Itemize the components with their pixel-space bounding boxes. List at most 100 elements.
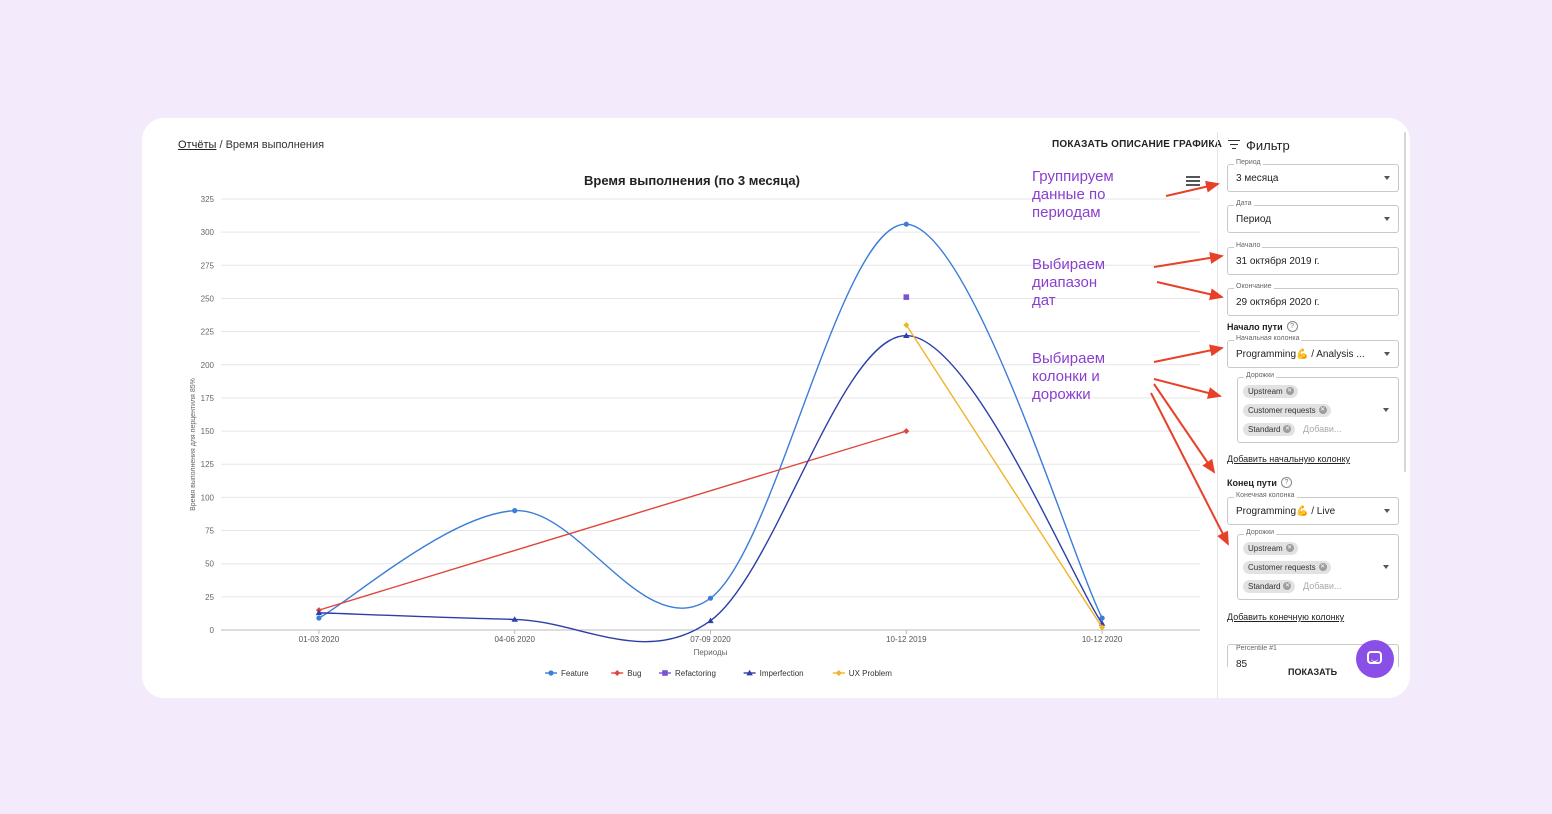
breadcrumb-current: Время выполнения [225, 139, 325, 151]
start-date-value: 31 октября 2019 г. [1236, 256, 1320, 267]
data-point-imperfection [511, 616, 518, 622]
x-axis-label: Периоды [694, 648, 728, 657]
end-date-label: Окончание [1234, 283, 1274, 290]
breadcrumb: Отчёты / Время выполнения [178, 139, 324, 151]
annotation-columns-lanes: Выбираем колонки и дорожки [1032, 350, 1105, 404]
path-end-title: Конец пути [1227, 477, 1277, 488]
add-start-column-link[interactable]: Добавить начальную колонку [1227, 454, 1351, 464]
data-point-imperfection [707, 617, 714, 624]
series-line-bug [318, 430, 907, 611]
chip-remove-icon[interactable]: ✕ [1318, 562, 1327, 571]
add-end-column-link[interactable]: Добавить конечную колонку [1227, 612, 1345, 622]
series-line-imperfection [318, 334, 1103, 643]
breadcrumb-separator: / [219, 139, 223, 151]
panel-divider [1217, 132, 1218, 698]
legend-label: UX Problem [849, 669, 892, 678]
show-description-button[interactable]: ПОКАЗАТЬ ОПИСАНИЕ ГРАФИКА [1052, 139, 1223, 150]
chat-button[interactable] [1356, 640, 1394, 678]
legend-label: Bug [627, 669, 641, 678]
x-tick-label: 10-12 2020 [1082, 635, 1123, 644]
help-icon[interactable]: ? [1286, 321, 1298, 332]
end-column-value: Programming💪 / Live [1236, 506, 1336, 517]
filter-icon [1228, 139, 1240, 152]
y-tick-label: 175 [201, 394, 215, 403]
end-column-select[interactable]: Конечная колонка Programming💪 / Live [1227, 492, 1399, 525]
percentile-label: Percentile #1 [1234, 645, 1279, 652]
annotation-line: Группируем данные по периодам [1032, 168, 1114, 221]
period-label: Период [1234, 159, 1263, 166]
start-lanes-select[interactable]: Дорожки Upstream ✕ Customer requests ✕ Sta… [1237, 372, 1399, 443]
y-tick-label: 100 [201, 493, 215, 502]
data-point-ux-problem [1099, 624, 1106, 631]
y-tick-label: 250 [201, 294, 215, 303]
lane-chip: Standard ✕ [1243, 423, 1296, 436]
period-select[interactable]: Период 3 месяца [1227, 159, 1399, 192]
legend-marker-imperfection [746, 669, 753, 676]
x-tick-label: 01-03 2020 [299, 635, 340, 644]
path-start-section: Начало пути ? [1227, 321, 1298, 332]
series-line-ux-problem [905, 324, 1103, 628]
y-tick-label: 50 [205, 560, 214, 569]
chevron-down-icon [1384, 176, 1390, 180]
start-date-field[interactable]: Начало 31 октября 2019 г. [1227, 242, 1399, 275]
period-value: 3 месяца [1236, 173, 1279, 184]
lane-chip: Upstream ✕ [1243, 385, 1298, 398]
chart-menu-icon[interactable] [1186, 176, 1200, 188]
lead-time-chart: Время выполнения (по 3 месяца) 0 25 50 75 100… [190, 173, 1200, 678]
legend-label: Imperfection [760, 669, 804, 678]
legend-marker-refactoring [662, 670, 668, 676]
legend-marker-feature [548, 670, 554, 676]
filter-scrollbar[interactable] [1404, 132, 1406, 472]
start-date-label: Начало [1234, 242, 1263, 249]
y-tick-label: 150 [201, 427, 215, 436]
data-point-feature [316, 615, 322, 621]
annotation-line: Выбираем диапазон дат [1032, 256, 1106, 309]
y-tick-label: 200 [201, 361, 215, 370]
breadcrumb-reports-link[interactable]: Отчёты [178, 139, 217, 151]
end-date-field[interactable]: Окончание 29 октября 2020 г. [1227, 283, 1399, 316]
chip-remove-icon[interactable]: ✕ [1283, 424, 1292, 433]
legend-marker-bug [614, 670, 621, 676]
lane-chip: Customer requests ✕ [1243, 561, 1331, 574]
help-icon[interactable]: ? [1280, 477, 1292, 488]
data-point-imperfection [903, 332, 910, 338]
chip-remove-icon[interactable]: ✕ [1285, 543, 1294, 552]
lanes-placeholder[interactable]: Добави... [1303, 424, 1342, 434]
end-lanes-select[interactable]: Дорожки Upstream ✕ Customer requests ✕ Sta… [1237, 529, 1399, 600]
date-mode-label: Дата [1234, 200, 1254, 207]
lane-chip: Customer requests ✕ [1243, 404, 1331, 417]
data-point-bug [903, 428, 910, 435]
data-point-imperfection [315, 609, 323, 616]
legend-label: Feature [561, 669, 589, 678]
lanes-placeholder[interactable]: Добави... [1303, 581, 1342, 591]
path-start-title: Начало пути [1227, 321, 1283, 332]
y-axis-label: Время выполнения для перцентиля 85% [190, 378, 197, 511]
chart-title: Время выполнения (по 3 месяца) [584, 173, 800, 188]
y-tick-label: 75 [205, 527, 214, 536]
chip-remove-icon[interactable]: ✕ [1318, 405, 1327, 414]
date-mode-select[interactable]: Дата Период [1227, 200, 1399, 233]
chevron-down-icon [1384, 352, 1390, 356]
start-column-value: Programming💪 / Analysis ... [1236, 349, 1365, 360]
y-tick-label: 225 [201, 328, 215, 337]
start-column-select[interactable]: Начальная колонка Programming💪 / Analysi… [1227, 335, 1399, 368]
annotation-date-range: Выбираем диапазон дат [1032, 256, 1105, 310]
end-column-label: Конечная колонка [1234, 492, 1297, 499]
path-end-section: Конец пути ? [1227, 477, 1292, 488]
date-mode-value: Период [1236, 214, 1272, 225]
show-button[interactable]: ПОКАЗАТЬ [1288, 667, 1338, 677]
report-card: Отчёты / Время выполнения ПОКАЗАТЬ ОПИСА… [142, 118, 1410, 698]
x-tick-label: 07-09 2020 [690, 635, 731, 644]
y-tick-label: 0 [210, 626, 215, 635]
chevron-down-icon [1383, 565, 1389, 569]
y-tick-label: 125 [201, 460, 215, 469]
chevron-down-icon [1383, 408, 1389, 412]
start-column-label: Начальная колонка [1234, 335, 1302, 342]
chip-remove-icon[interactable]: ✕ [1283, 581, 1292, 590]
y-tick-label: 275 [201, 261, 215, 270]
y-tick-label: 300 [201, 228, 215, 237]
data-point-ux-problem [903, 321, 910, 328]
end-lanes-label: Дорожки [1244, 529, 1277, 536]
x-tick-label: 04-06 2020 [494, 635, 535, 644]
chip-remove-icon[interactable]: ✕ [1285, 386, 1294, 395]
